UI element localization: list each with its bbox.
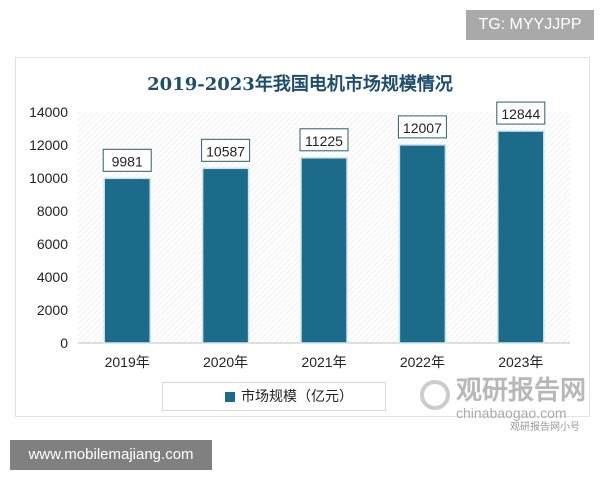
legend: 市场规模（亿元） bbox=[162, 382, 386, 411]
data-label-box bbox=[201, 138, 251, 162]
legend-swatch bbox=[225, 392, 235, 402]
tg-watermark: TG: MYYJJPP bbox=[466, 10, 594, 40]
bar bbox=[103, 177, 151, 344]
x-tick-label: 2019年 bbox=[105, 354, 150, 370]
logo-sub: 观研报告网小号 bbox=[510, 422, 580, 433]
y-tick-label: 6000 bbox=[37, 236, 68, 252]
bar bbox=[497, 130, 545, 344]
bar bbox=[201, 167, 250, 344]
data-label: 9981 bbox=[112, 153, 143, 169]
bar bbox=[300, 157, 348, 344]
data-label-box bbox=[102, 148, 152, 172]
chart-title: 2019-2023年我国电机市场规模情况 bbox=[147, 74, 453, 95]
y-tick-label: 0 bbox=[60, 335, 68, 351]
y-tick-label: 14000 bbox=[29, 104, 68, 120]
data-label: 11225 bbox=[305, 133, 343, 149]
data-label: 12007 bbox=[403, 120, 442, 136]
logo-cn: 观研报告网 bbox=[456, 375, 587, 405]
x-tick-label: 2020年 bbox=[203, 354, 248, 370]
bar bbox=[398, 144, 447, 344]
site-watermark: www.mobilemajiang.com bbox=[10, 440, 212, 470]
logo-en: chinabaogao.com bbox=[456, 405, 567, 421]
x-tick-label: 2022年 bbox=[400, 354, 445, 370]
x-tick-label: 2021年 bbox=[301, 354, 346, 370]
y-tick-label: 12000 bbox=[29, 137, 68, 153]
y-tick-label: 2000 bbox=[37, 302, 68, 318]
data-label-box bbox=[496, 101, 546, 125]
data-label: 10587 bbox=[206, 143, 245, 159]
data-label-box bbox=[299, 128, 349, 152]
x-tick-label: 2023年 bbox=[498, 354, 543, 370]
data-label: 12844 bbox=[501, 106, 540, 122]
data-label-box bbox=[397, 115, 447, 139]
logo-icon bbox=[420, 380, 450, 410]
legend-label: 市场规模（亿元） bbox=[241, 388, 353, 404]
y-tick-label: 8000 bbox=[37, 203, 68, 219]
y-tick-label: 10000 bbox=[29, 170, 68, 186]
y-tick-label: 4000 bbox=[37, 269, 68, 285]
